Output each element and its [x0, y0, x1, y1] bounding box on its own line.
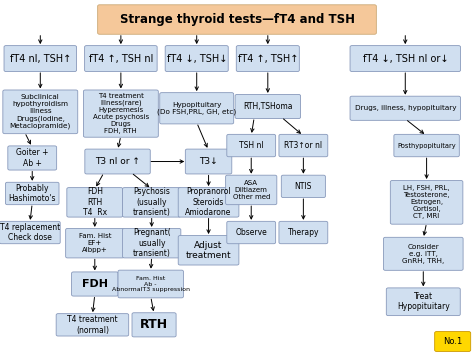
FancyBboxPatch shape — [118, 270, 183, 298]
Text: Strange thyroid tests—fT4 and TSH: Strange thyroid tests—fT4 and TSH — [119, 13, 355, 26]
FancyBboxPatch shape — [122, 229, 181, 258]
FancyBboxPatch shape — [165, 45, 228, 72]
FancyBboxPatch shape — [6, 182, 59, 204]
FancyBboxPatch shape — [83, 90, 158, 137]
Text: Observe: Observe — [236, 228, 267, 237]
Text: TSH nl: TSH nl — [239, 141, 264, 150]
FancyBboxPatch shape — [178, 187, 239, 217]
Text: Therapy: Therapy — [288, 228, 319, 237]
Text: Propranorol
Steroids
Amiodarone: Propranorol Steroids Amiodarone — [185, 187, 232, 217]
Text: Subclinical
hypothyroidism
Illness
Drugs(Iodine,
Metaclopramide): Subclinical hypothyroidism Illness Drugs… — [9, 94, 71, 129]
FancyBboxPatch shape — [279, 134, 328, 157]
Text: Treat
Hypopituitary: Treat Hypopituitary — [397, 292, 450, 311]
FancyBboxPatch shape — [236, 45, 299, 72]
Text: ASA
Diltiazem
Other med: ASA Diltiazem Other med — [233, 180, 270, 200]
Text: fT4 nl, TSH↑: fT4 nl, TSH↑ — [9, 54, 71, 64]
FancyBboxPatch shape — [279, 222, 328, 244]
Text: fT4 ↑, TSH↑: fT4 ↑, TSH↑ — [237, 54, 298, 64]
FancyBboxPatch shape — [235, 94, 301, 119]
FancyBboxPatch shape — [350, 45, 460, 72]
FancyBboxPatch shape — [122, 187, 181, 217]
FancyBboxPatch shape — [435, 332, 471, 351]
Text: fT4 ↑, TSH nl: fT4 ↑, TSH nl — [89, 54, 153, 64]
Text: LH, FSH, PRL,
Testosterone,
Estrogen,
Cortisol,
CT, MRI: LH, FSH, PRL, Testosterone, Estrogen, Co… — [403, 185, 450, 219]
FancyBboxPatch shape — [4, 45, 76, 72]
FancyBboxPatch shape — [227, 134, 276, 157]
Text: FDH
RTH
T4  Rx: FDH RTH T4 Rx — [83, 187, 107, 217]
FancyBboxPatch shape — [56, 314, 128, 336]
FancyBboxPatch shape — [282, 175, 325, 197]
FancyBboxPatch shape — [132, 313, 176, 337]
Text: Fam. Hist
Ab -
AbnormalT3 suppression: Fam. Hist Ab - AbnormalT3 suppression — [112, 276, 190, 292]
FancyBboxPatch shape — [383, 237, 463, 271]
Text: Goiter +
Ab +: Goiter + Ab + — [16, 148, 48, 168]
FancyBboxPatch shape — [227, 222, 276, 244]
Text: fT4 ↓, TSH nl or↓: fT4 ↓, TSH nl or↓ — [363, 54, 448, 64]
Text: Pregnant(
usually
transient): Pregnant( usually transient) — [133, 228, 171, 258]
FancyBboxPatch shape — [84, 45, 157, 72]
Text: RTH,TSHoma: RTH,TSHoma — [243, 102, 292, 111]
Text: Fam. Hist
EF+
Albpp+: Fam. Hist EF+ Albpp+ — [79, 233, 111, 253]
Text: T3↓: T3↓ — [199, 157, 218, 166]
Text: Posthypopituitary: Posthypopituitary — [397, 143, 456, 148]
Text: RTH: RTH — [140, 318, 168, 331]
Text: Consider
e.g. ITT,
GnRH, TRH,: Consider e.g. ITT, GnRH, TRH, — [402, 244, 445, 264]
Text: Psychosis
(usually
transient): Psychosis (usually transient) — [133, 187, 171, 217]
FancyBboxPatch shape — [3, 90, 78, 133]
FancyBboxPatch shape — [98, 5, 376, 34]
FancyBboxPatch shape — [8, 146, 57, 170]
FancyBboxPatch shape — [65, 229, 124, 258]
Text: NTIS: NTIS — [295, 182, 312, 191]
Text: T4 replacement
Check dose: T4 replacement Check dose — [0, 223, 60, 242]
Text: RT3↑or nl: RT3↑or nl — [284, 141, 322, 150]
Text: No.1: No.1 — [443, 337, 462, 346]
Text: FDH: FDH — [82, 279, 108, 289]
FancyBboxPatch shape — [390, 180, 463, 224]
FancyBboxPatch shape — [386, 288, 460, 316]
Text: T4 treatment
(normal): T4 treatment (normal) — [67, 315, 118, 334]
FancyBboxPatch shape — [185, 149, 232, 174]
Text: T4 treatment
Illness(rare)
Hyperemesis
Acute psychosis
Drugs
FDH, RTH: T4 treatment Illness(rare) Hyperemesis A… — [93, 93, 149, 134]
FancyBboxPatch shape — [178, 236, 239, 265]
FancyBboxPatch shape — [72, 272, 118, 296]
FancyBboxPatch shape — [67, 187, 123, 217]
FancyBboxPatch shape — [85, 149, 150, 174]
FancyBboxPatch shape — [226, 175, 277, 204]
FancyBboxPatch shape — [0, 222, 60, 244]
Text: Drugs, illness, hypopituitary: Drugs, illness, hypopituitary — [355, 105, 456, 111]
Text: Adjust
treatment: Adjust treatment — [186, 241, 231, 260]
FancyBboxPatch shape — [350, 96, 460, 120]
Text: Probably
Hashimoto's: Probably Hashimoto's — [9, 184, 56, 203]
FancyBboxPatch shape — [394, 134, 459, 157]
FancyBboxPatch shape — [160, 93, 234, 124]
Text: T3 nl or ↑: T3 nl or ↑ — [95, 157, 140, 166]
Text: fT4 ↓, TSH↓: fT4 ↓, TSH↓ — [166, 54, 227, 64]
Text: Hypopituitary
(Do FSH,PRL, GH, etc): Hypopituitary (Do FSH,PRL, GH, etc) — [157, 102, 236, 115]
